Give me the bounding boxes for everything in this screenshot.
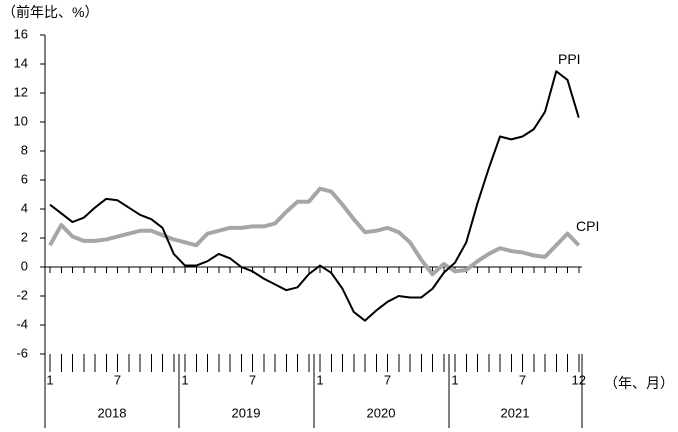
x-tick-label: 12 [572, 372, 586, 387]
y-tick-label: 14 [14, 55, 28, 70]
y-axis-unit-label: （前年比、%） [2, 4, 98, 20]
y-tick-label: -2 [16, 287, 28, 302]
year-label: 2019 [232, 405, 261, 420]
x-axis-month-labels: 1 7 1 7 1 7 1 7 12 [46, 372, 586, 387]
x-tick-label: 1 [451, 372, 458, 387]
y-tick-label: 16 [14, 26, 28, 41]
series-label-cpi: CPI [576, 218, 599, 234]
x-axis-unit-label: （年、月） [604, 375, 674, 391]
y-tick-label: 2 [21, 229, 28, 244]
x-tick-label: 7 [114, 372, 121, 387]
x-tick-label: 7 [249, 372, 256, 387]
y-tick-label: -4 [16, 316, 28, 331]
x-axis-year-labels: 2018 2019 2020 2021 [98, 405, 530, 420]
y-tick-label: 4 [21, 200, 28, 215]
year-label: 2021 [501, 405, 530, 420]
x-axis-year-dividers [44, 354, 583, 428]
year-label: 2018 [98, 405, 127, 420]
x-tick-label: 7 [519, 372, 526, 387]
y-tick-label: 10 [14, 113, 28, 128]
series-line-ppi [49, 70, 580, 322]
x-axis-month-ticks [49, 267, 580, 372]
y-tick-label: 6 [21, 171, 28, 186]
y-axis-ticks: 16 14 12 10 8 6 4 2 0 -2 -4 -6 [14, 26, 45, 360]
y-tick-label: 12 [14, 84, 28, 99]
y-tick-label: -6 [16, 345, 28, 360]
x-tick-label: 1 [316, 372, 323, 387]
x-tick-label: 7 [384, 372, 391, 387]
x-tick-label: 1 [46, 372, 53, 387]
y-tick-label: 0 [21, 258, 28, 273]
series-label-ppi: PPI [558, 51, 581, 67]
series-line-cpi [48, 186, 581, 277]
year-label: 2020 [367, 405, 396, 420]
x-tick-label: 1 [181, 372, 188, 387]
y-tick-label: 8 [21, 142, 28, 157]
